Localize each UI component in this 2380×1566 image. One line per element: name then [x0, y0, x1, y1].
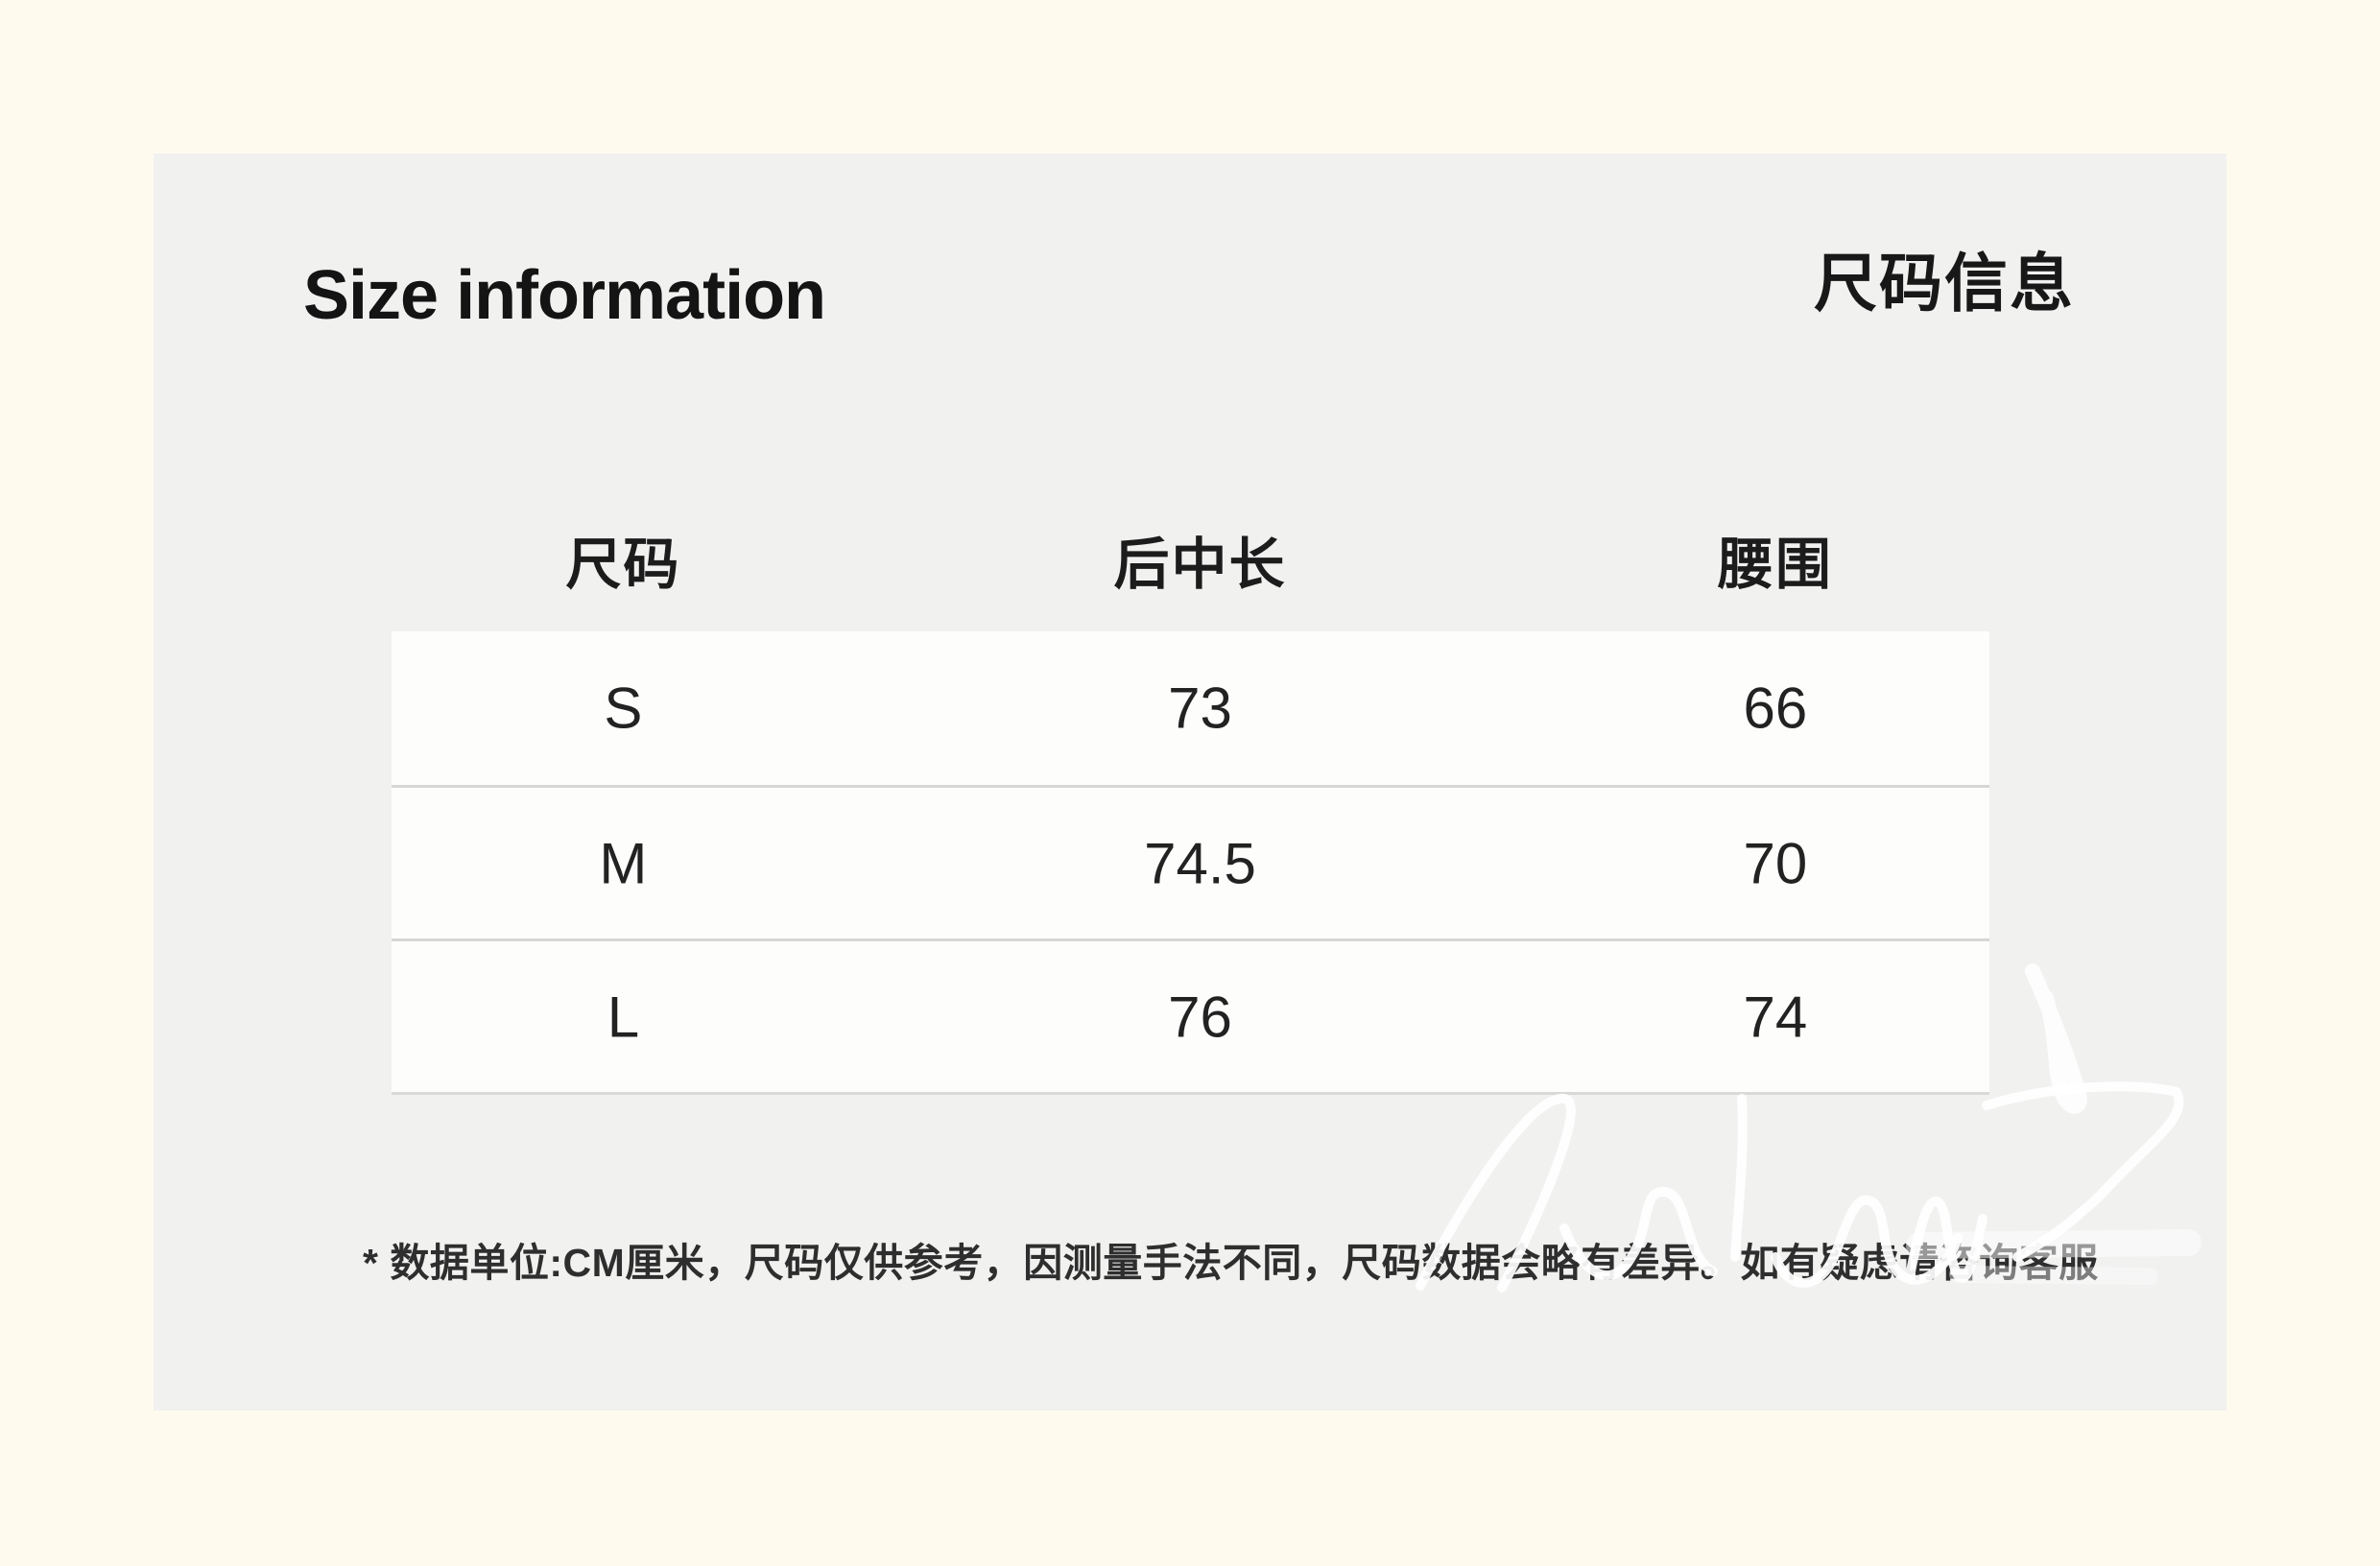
measurement-disclaimer-note: * 数据单位:CM厘米，尺码仅供参考，因测量手法不同，尺码数据会略有差异。如有疑…	[363, 1241, 2099, 1285]
size-info-panel: Size information 尺码信息 尺码 后中长 腰围 S 73 66 …	[154, 154, 2226, 1411]
column-header-back-center-length: 后中长	[1113, 534, 1287, 596]
cell-back-center-length: 76	[1168, 985, 1232, 1049]
table-row: S 73 66	[392, 631, 1989, 785]
cell-waist: 74	[1743, 985, 1808, 1049]
cell-waist: 70	[1743, 831, 1808, 895]
page-title: Size information	[303, 257, 826, 334]
column-header-waist: 腰围	[1717, 534, 1833, 596]
size-table-header: 尺码 后中长 腰围	[392, 487, 1989, 631]
cell-size: L	[607, 985, 640, 1049]
table-row: L 76 74	[392, 938, 1989, 1092]
cell-back-center-length: 74.5	[1144, 831, 1256, 895]
page-title-chinese: 尺码信息	[1814, 248, 2075, 319]
table-row: M 74.5 70	[392, 785, 1989, 938]
cell-size: M	[599, 831, 648, 895]
cell-waist: 66	[1743, 676, 1808, 741]
cell-size: S	[604, 676, 643, 741]
column-header-size: 尺码	[565, 534, 681, 596]
size-table: S 73 66 M 74.5 70 L 76 74	[392, 631, 1989, 1095]
cell-back-center-length: 73	[1168, 676, 1232, 741]
